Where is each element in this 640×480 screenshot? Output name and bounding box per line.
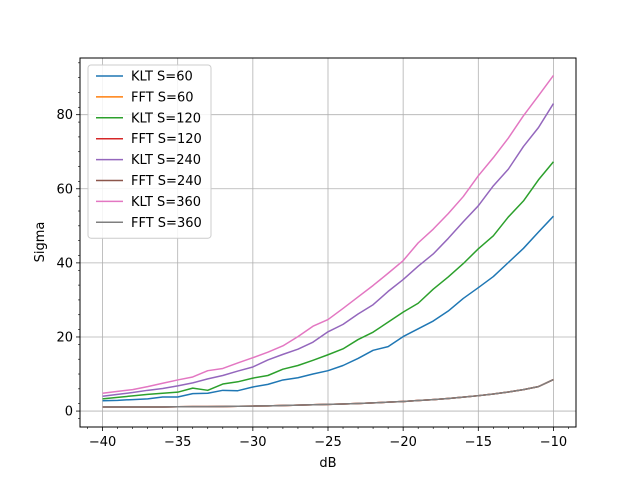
series-line-klt-s-60 [102, 215, 554, 402]
series-line-klt-s-360 [102, 74, 555, 395]
x-tick-label: −10 [540, 435, 567, 450]
legend-label: KLT S=60 [131, 70, 193, 85]
x-tick-label: −30 [239, 435, 266, 450]
y-tick-label: 0 [65, 405, 73, 420]
series-line-klt-s-120 [102, 161, 555, 400]
y-tick-label: 80 [56, 108, 73, 123]
x-tick-label: −25 [314, 435, 341, 450]
legend-label: FFT S=360 [131, 216, 202, 231]
y-tick-label: 20 [56, 330, 73, 345]
x-tick-label: −35 [164, 435, 191, 450]
legend-label: FFT S=240 [131, 174, 202, 189]
legend-box [87, 64, 212, 239]
legend-label: KLT S=240 [131, 153, 201, 168]
axis-ticks: −40 −35 −30 −25 −20 −15 −10 0 20 40 60 80 [56, 62, 569, 450]
series-line-klt-s-240 [102, 103, 555, 397]
y-axis-label: Sigma [33, 222, 48, 263]
series-line-fft-s-360 [102, 378, 554, 408]
y-tick-label: 40 [56, 256, 73, 271]
legend-label: KLT S=120 [131, 111, 201, 126]
x-axis-label: dB [319, 456, 336, 471]
x-tick-label: −40 [89, 435, 116, 450]
x-tick-label: −20 [389, 435, 416, 450]
x-tick-label: −15 [465, 435, 492, 450]
series-lines [102, 74, 555, 408]
legend-label: FFT S=120 [131, 132, 202, 147]
grid [80, 58, 576, 427]
y-tick-label: 60 [56, 182, 73, 197]
legend: KLT S=60 FFT S=60 KLT S=120 FFT S=120 KLT S=… [87, 64, 212, 239]
legend-label: FFT S=60 [131, 90, 194, 105]
legend-label: KLT S=360 [131, 195, 201, 210]
